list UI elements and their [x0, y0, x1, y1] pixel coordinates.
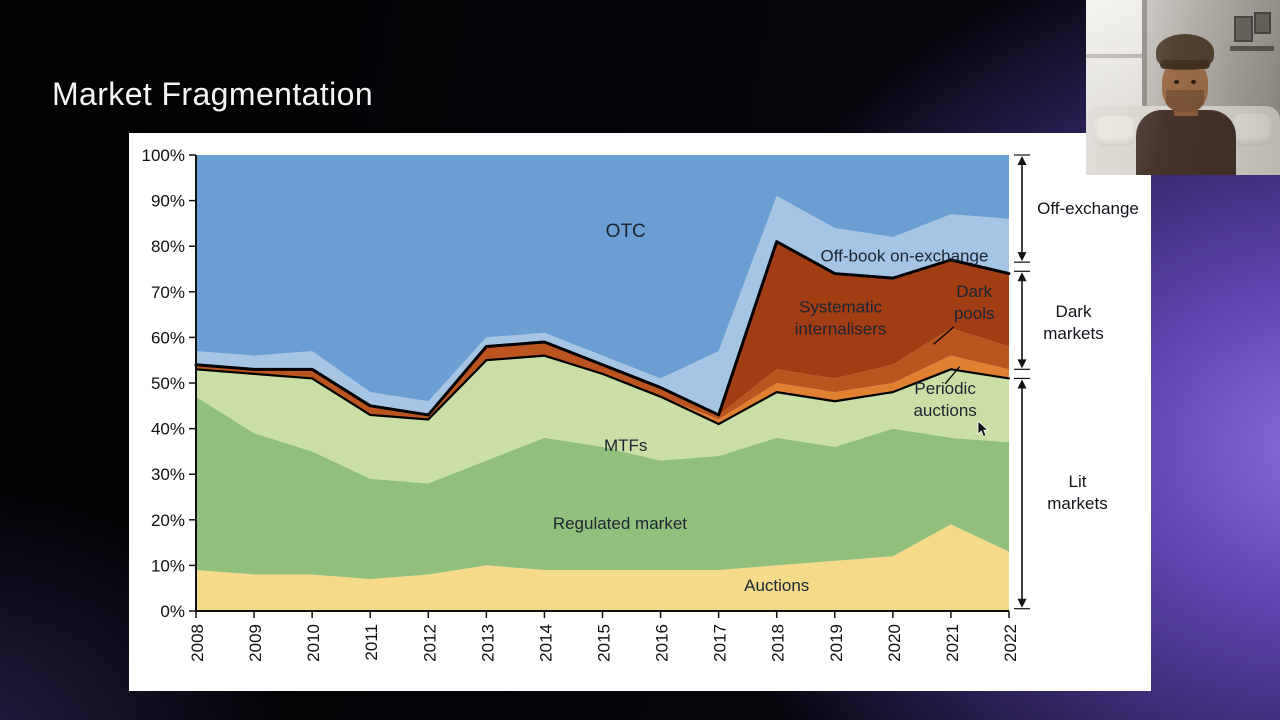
y-tick-label: 40% [151, 420, 185, 439]
area-mtfs [196, 355, 1009, 484]
slide-title: Market Fragmentation [52, 76, 374, 112]
leader-line [933, 326, 955, 345]
y-tick-label: 50% [151, 374, 185, 393]
leader-line [944, 366, 961, 385]
x-tick-label: 2015 [595, 624, 614, 662]
area-label-periodic: Periodic [914, 379, 976, 398]
webcam-window-bar [1086, 54, 1142, 58]
area-label-otc: OTC [606, 221, 646, 242]
market-fragmentation-stacked-area-chart: 0% 10% 20% 30% 40% 50% 60% 70% 80% 90% 100% 2008 200… [142, 146, 1030, 662]
y-tick-label: 30% [151, 465, 185, 484]
bracket-arrowhead [1017, 272, 1027, 282]
area-label-dark: Dark [956, 282, 992, 301]
x-tick-label: 2018 [769, 624, 788, 662]
boundary-line-systematic-internalisers [194, 240, 1011, 417]
area-label-internalisers: internalisers [795, 320, 887, 339]
y-tick-label: 70% [151, 283, 185, 302]
y-tick-label: 80% [151, 237, 185, 256]
webcam-picture-frame [1234, 16, 1253, 42]
webcam-shelf [1230, 46, 1274, 51]
webcam-window [1086, 0, 1147, 126]
area-regulated-market [196, 396, 1009, 580]
x-tick-label: 2009 [246, 624, 265, 662]
area-label-off-book-on-exchange: Off-book on-exchange [821, 246, 989, 265]
x-tick-label: 2019 [827, 624, 846, 662]
bracket-label-off-exchange: Off-exchange [1037, 199, 1139, 218]
bracket-arrowhead [1017, 359, 1027, 369]
webcam-pillow [1232, 114, 1272, 146]
boundary-line-mtfs [194, 354, 1011, 426]
x-tick-label: 2020 [885, 624, 904, 662]
x-tick-label: 2012 [420, 624, 439, 662]
x-tick-label: 2013 [478, 624, 497, 662]
webcam-person-torso [1136, 110, 1236, 175]
webcam-pillow [1094, 116, 1136, 146]
area-systematic-internalisers [196, 241, 1009, 415]
mouse-cursor [977, 420, 991, 438]
y-tick-label: 100% [142, 146, 185, 165]
area-label-pools: pools [954, 304, 995, 323]
webcam-picture-frame [1254, 12, 1271, 34]
bracket-arrowhead [1017, 156, 1027, 165]
bracket-arrowhead [1017, 598, 1027, 608]
y-tick-label: 20% [151, 511, 185, 530]
webcam-person-headwrap-band [1160, 60, 1210, 69]
x-tick-label: 2010 [304, 624, 323, 662]
x-tick-label: 2011 [362, 624, 381, 661]
webcam-person-beard [1166, 90, 1204, 112]
y-tick-label: 0% [160, 602, 185, 621]
bracket-arrowhead [1017, 252, 1027, 262]
x-tick-label: 2021 [943, 624, 962, 662]
x-tick-label: 2016 [653, 624, 672, 662]
bracket-label-lit-markets: Lit markets [1047, 472, 1108, 513]
x-tick-label: 2008 [188, 624, 207, 662]
webcam-lighting-overlay [1086, 0, 1280, 175]
area-label-auctions: auctions [913, 401, 976, 420]
x-tick-label: 2014 [536, 624, 555, 662]
webcam-person-eye [1174, 80, 1179, 84]
webcam-overlay[interactable] [1086, 0, 1280, 175]
area-auctions [196, 524, 1009, 611]
y-tick-label: 60% [151, 328, 185, 347]
x-tick-label: 2017 [711, 624, 730, 662]
area-otc [196, 155, 1009, 402]
bracket-label-dark-markets: Dark markets [1043, 302, 1104, 343]
area-label-systematic: Systematic [799, 298, 883, 317]
x-tick-label: 2022 [1001, 624, 1020, 662]
chart-panel: 0% 10% 20% 30% 40% 50% 60% 70% 80% 90% 100% 2008 200… [129, 133, 1151, 691]
area-label-regulated-market: Regulated market [553, 514, 687, 533]
area-label-mtfs: MTFs [604, 436, 647, 455]
bracket-arrowhead [1017, 379, 1027, 389]
y-tick-label: 90% [151, 192, 185, 211]
area-off-book-on-exchange [196, 196, 1009, 415]
area-label-auctions: Auctions [744, 576, 809, 595]
y-tick-label: 10% [151, 556, 185, 575]
webcam-person-eye [1191, 80, 1196, 84]
